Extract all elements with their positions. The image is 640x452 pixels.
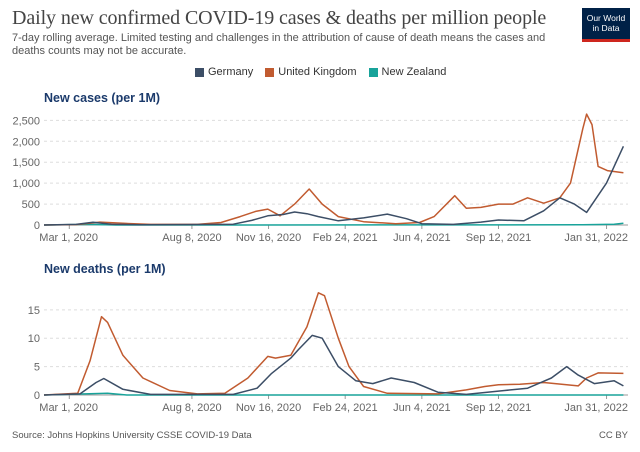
- source-note: Source: Johns Hopkins University CSSE CO…: [12, 430, 252, 441]
- owid-logo[interactable]: Our World in Data: [582, 8, 630, 42]
- x-tick-label: Aug 8, 2020: [162, 402, 221, 414]
- series-line-united-kingdom: [43, 292, 624, 396]
- legend-item-germany[interactable]: Germany: [195, 66, 253, 78]
- chart-title: Daily new confirmed COVID-19 cases & dea…: [12, 7, 547, 29]
- x-tick-label: Sep 12, 2021: [466, 232, 531, 244]
- legend-swatch: [265, 67, 275, 77]
- legend-label: United Kingdom: [278, 66, 357, 78]
- x-tick-label: Feb 24, 2021: [313, 232, 378, 244]
- y-tick-label: 0: [34, 220, 40, 232]
- x-tick-label: Mar 1, 2020: [39, 232, 98, 244]
- y-tick-label: 15: [28, 305, 40, 317]
- y-tick-label: 0: [34, 390, 40, 402]
- y-tick-label: 500: [22, 199, 40, 211]
- series-line-new-zealand: [43, 392, 624, 396]
- y-tick-label: 1,000: [12, 178, 40, 190]
- legend-swatch: [195, 67, 204, 77]
- x-tick-label: Jun 4, 2021: [393, 232, 451, 244]
- license-link[interactable]: CC BY: [598, 430, 628, 441]
- y-tick-label: 10: [28, 333, 40, 345]
- legend-swatch: [368, 67, 378, 77]
- x-tick-label: Jan 31, 2022: [564, 402, 628, 414]
- x-tick-label: Jun 4, 2021: [393, 402, 451, 414]
- y-tick-label: 2,000: [12, 136, 40, 148]
- logo-line-2: in Data: [592, 23, 620, 33]
- legend-label: New Zealand: [381, 66, 447, 78]
- x-tick-label: Jan 31, 2022: [564, 232, 628, 244]
- x-tick-label: Sep 12, 2021: [466, 402, 531, 414]
- series-line-germany: [43, 145, 625, 226]
- legend-item-united-kingdom[interactable]: United Kingdom: [265, 66, 357, 78]
- series-line-germany: [43, 334, 624, 396]
- legend: Germany United Kingdom New Zealand: [195, 66, 446, 78]
- chart-subtitle: 7-day rolling average. Limited testing a…: [12, 32, 546, 57]
- series-line-united-kingdom: [43, 113, 624, 226]
- x-tick-label: Aug 8, 2020: [162, 232, 221, 244]
- y-tick-label: 2,500: [12, 115, 40, 127]
- deaths-panel-title: New deaths (per 1M): [44, 262, 166, 276]
- legend-item-new-zealand[interactable]: New Zealand: [368, 66, 447, 78]
- y-tick-label: 5: [34, 362, 40, 374]
- y-tick-label: 1,500: [12, 157, 40, 169]
- x-tick-label: Feb 24, 2021: [313, 402, 378, 414]
- legend-label: Germany: [208, 66, 254, 78]
- x-tick-label: Nov 16, 2020: [236, 402, 301, 414]
- logo-line-1: Our World: [586, 13, 626, 23]
- cases-panel-title: New cases (per 1M): [44, 91, 161, 105]
- x-tick-label: Nov 16, 2020: [236, 232, 301, 244]
- x-tick-label: Mar 1, 2020: [39, 402, 98, 414]
